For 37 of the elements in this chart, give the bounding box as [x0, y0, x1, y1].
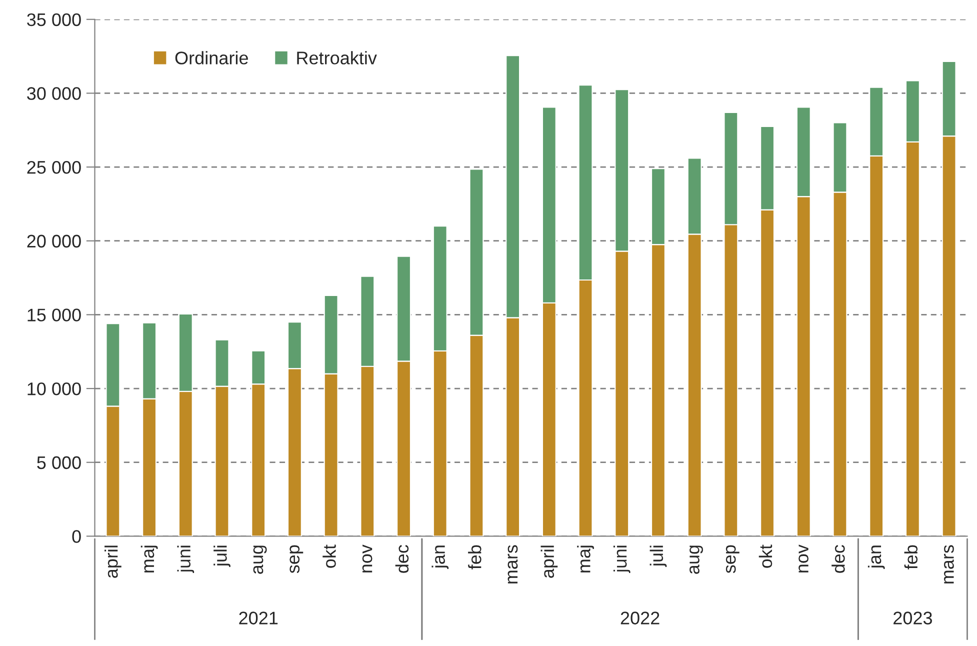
- y-tick-label: 0: [72, 530, 81, 543]
- x-tick-label: dec: [395, 544, 409, 573]
- x-tick-label: juli: [650, 546, 667, 568]
- x-tick-label: mars: [944, 545, 954, 584]
- y-tick-label: 20 000: [27, 234, 81, 248]
- text: 2023: [894, 612, 932, 624]
- x-tick-label: okt: [322, 544, 336, 568]
- x-tick-label: feb: [904, 545, 918, 570]
- x-tick-label: mars: [508, 545, 518, 584]
- x-tick-label: okt: [758, 544, 772, 568]
- x-tick-label: feb: [468, 545, 482, 570]
- x-tick-label: maj: [577, 546, 594, 572]
- legend-label: Retroaktiv: [297, 51, 377, 64]
- y-tick-label: 25 000: [27, 160, 81, 174]
- x-tick-label: sep: [290, 545, 304, 574]
- text: 2021: [239, 612, 278, 624]
- y-tick-label: 35 000: [27, 13, 81, 26]
- x-tick-label: nov: [362, 544, 372, 572]
- x-tick-label: juli: [214, 546, 230, 568]
- x-tick-label: jan: [432, 546, 449, 570]
- y-tick-label: 30 000: [27, 87, 81, 100]
- legend-label: Ordinarie: [175, 51, 248, 64]
- y-tick-label: 5 000: [37, 456, 81, 470]
- x-tick-label: sep: [726, 545, 740, 574]
- x-tick-label: dec: [832, 544, 845, 573]
- x-tick-label: aug: [690, 546, 703, 574]
- y-tick-label: 15 000: [28, 308, 81, 322]
- y-tick-label: 10 000: [28, 382, 81, 396]
- x-tick-label: jan: [868, 546, 885, 570]
- x-tick-label: juni: [613, 546, 630, 574]
- x-tick-label: aug: [253, 546, 267, 574]
- x-tick-label: april: [104, 546, 122, 578]
- x-tick-label: maj: [140, 546, 158, 572]
- x-tick-label: april: [540, 546, 558, 578]
- x-tick-label: nov: [798, 544, 808, 572]
- x-tick-label: juni: [177, 546, 194, 574]
- text: 2022: [620, 612, 660, 624]
